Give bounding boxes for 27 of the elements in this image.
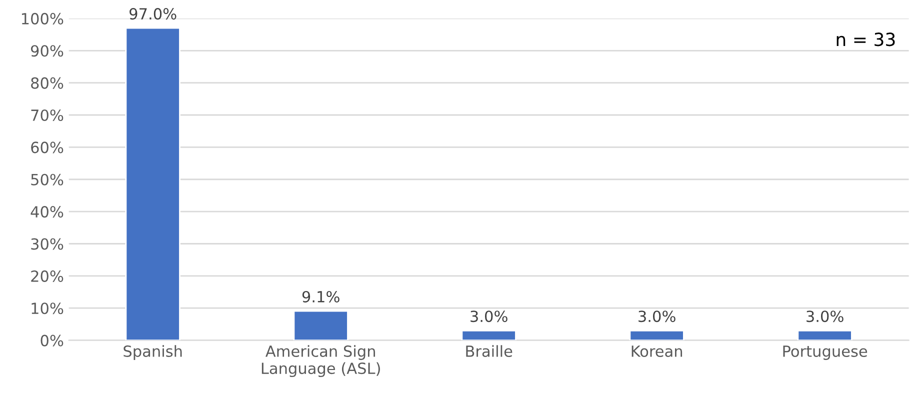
- y-tick-label: 100%: [22, 12, 64, 24]
- x-tick-label: Korean: [632, 346, 682, 357]
- x-tick-label: Braille: [466, 345, 512, 357]
- bar: [293, 310, 348, 340]
- bar: [125, 27, 180, 340]
- y-tick-label: 90%: [30, 45, 64, 57]
- annotation: n = 33: [836, 32, 895, 46]
- y-tick-label: 40%: [30, 206, 64, 218]
- x-tick-label: American Sign Language (ASL): [262, 345, 380, 378]
- y-tick-label: 10%: [32, 302, 64, 314]
- bar: [629, 330, 684, 340]
- y-tick-label: 20%: [31, 270, 64, 282]
- x-tick-label: Spanish: [124, 345, 182, 360]
- x-tick-label: Portuguese: [783, 346, 868, 360]
- y-tick-label: 30%: [31, 238, 64, 250]
- y-tick-label: 50%: [31, 174, 64, 186]
- data-label: 9.1%: [302, 290, 340, 302]
- bar: [461, 330, 516, 340]
- y-tick-label: 60%: [31, 142, 64, 154]
- y-tick-label: 80%: [31, 77, 64, 89]
- data-label: 3.0%: [806, 310, 844, 322]
- y-tick-label: 70%: [31, 109, 64, 122]
- data-label: 3.0%: [470, 310, 508, 322]
- data-label: 3.0%: [638, 310, 676, 322]
- data-label: 97.0%: [130, 8, 176, 20]
- bar: [797, 330, 852, 340]
- y-tick-label: 0%: [40, 334, 64, 346]
